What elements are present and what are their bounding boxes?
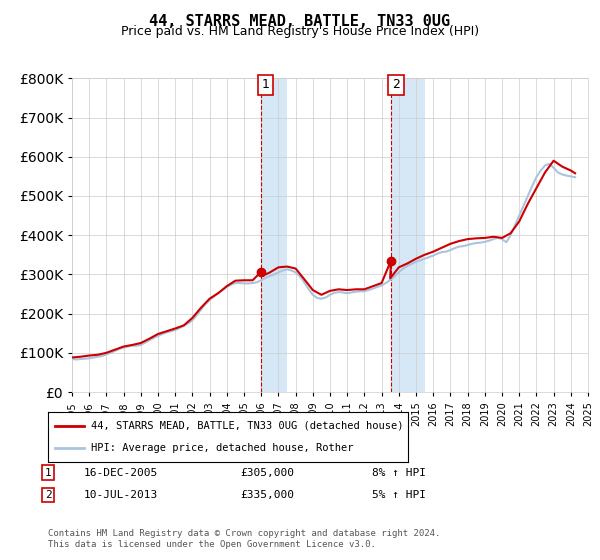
Bar: [391, 78, 425, 392]
Text: 1: 1: [262, 78, 269, 91]
Text: 1: 1: [44, 468, 52, 478]
Text: £305,000: £305,000: [240, 468, 294, 478]
Text: £335,000: £335,000: [240, 490, 294, 500]
Text: Contains HM Land Registry data © Crown copyright and database right 2024.
This d: Contains HM Land Registry data © Crown c…: [48, 529, 440, 549]
Text: 5% ↑ HPI: 5% ↑ HPI: [372, 490, 426, 500]
Text: Price paid vs. HM Land Registry's House Price Index (HPI): Price paid vs. HM Land Registry's House …: [121, 25, 479, 38]
Bar: [260, 78, 287, 392]
Text: 10-JUL-2013: 10-JUL-2013: [84, 490, 158, 500]
Text: 2: 2: [44, 490, 52, 500]
Text: 16-DEC-2005: 16-DEC-2005: [84, 468, 158, 478]
Text: HPI: Average price, detached house, Rother: HPI: Average price, detached house, Roth…: [91, 443, 354, 453]
Text: 44, STARRS MEAD, BATTLE, TN33 0UG: 44, STARRS MEAD, BATTLE, TN33 0UG: [149, 14, 451, 29]
Text: 8% ↑ HPI: 8% ↑ HPI: [372, 468, 426, 478]
Text: 2: 2: [392, 78, 400, 91]
Text: 44, STARRS MEAD, BATTLE, TN33 0UG (detached house): 44, STARRS MEAD, BATTLE, TN33 0UG (detac…: [91, 421, 404, 431]
